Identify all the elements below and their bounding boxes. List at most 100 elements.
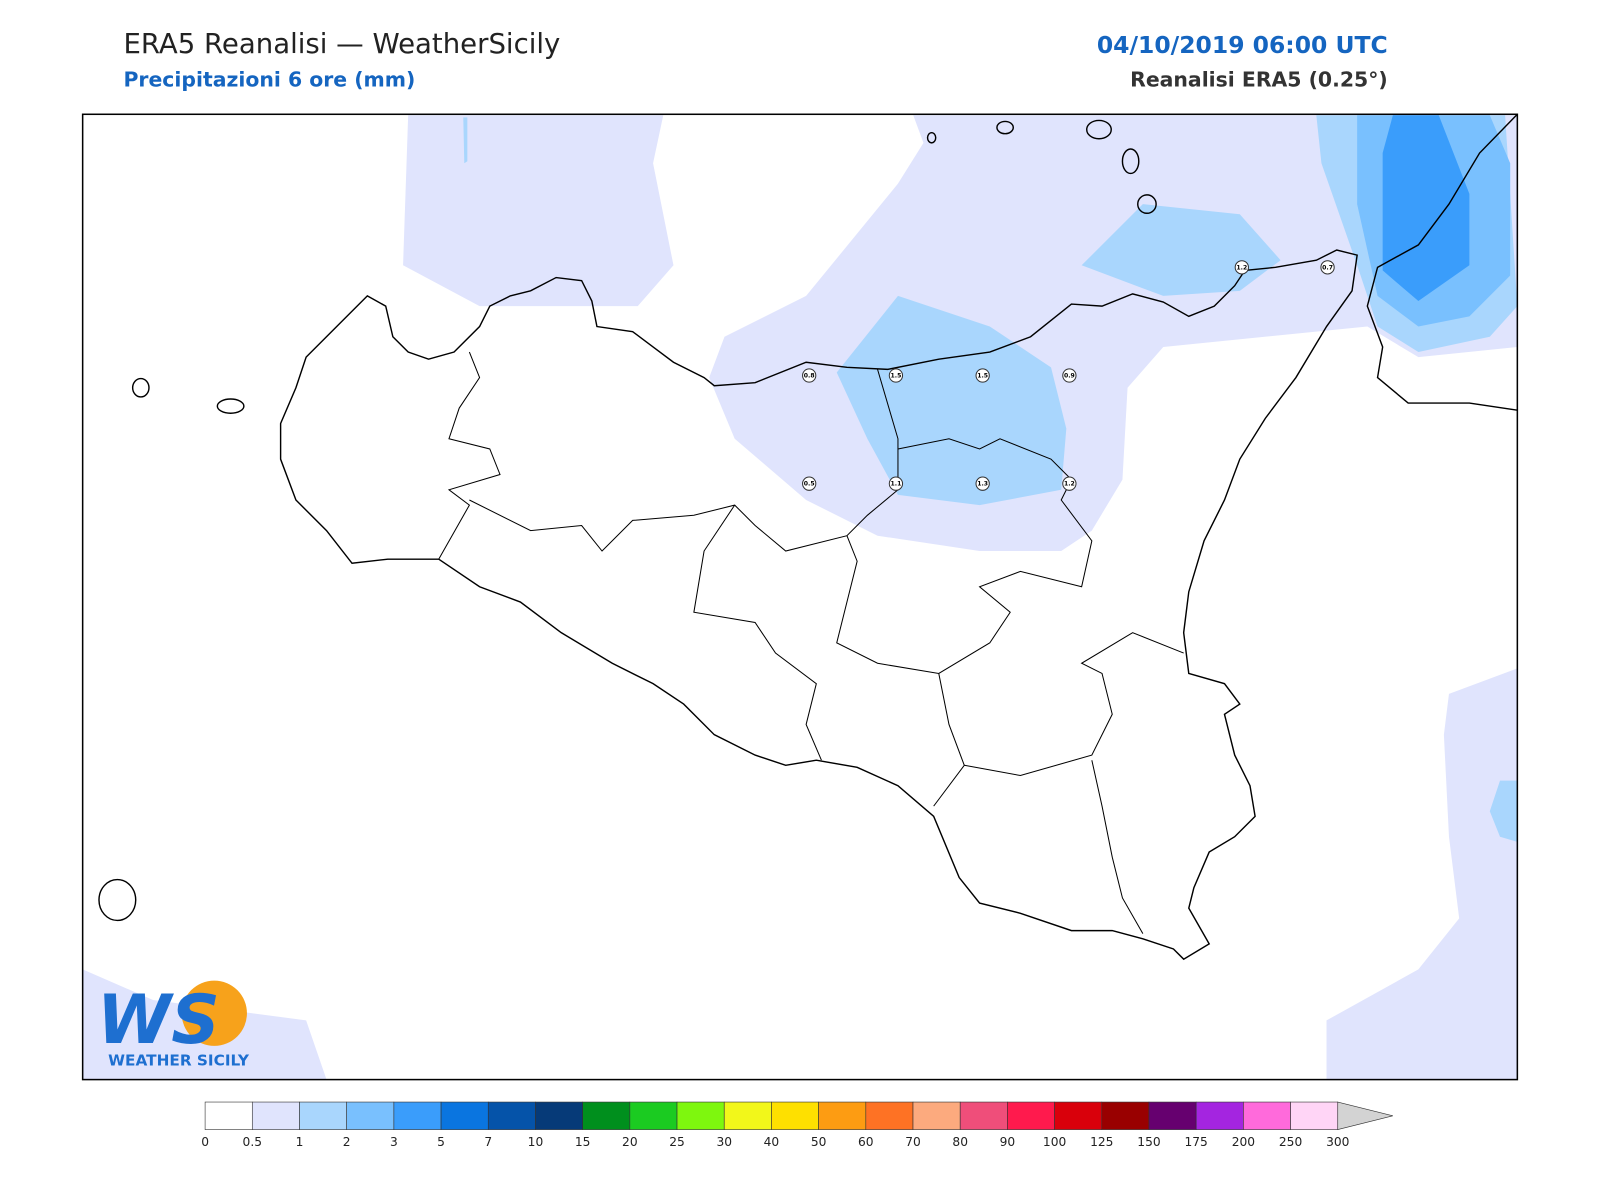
- colorbar-label: 175: [1184, 1135, 1207, 1149]
- colorbar-label: 100: [1043, 1135, 1066, 1149]
- calabria-coast: [1366, 113, 1518, 411]
- colorbar-label: 250: [1279, 1135, 1302, 1149]
- colorbar-box: [535, 1101, 583, 1130]
- colorbar-label: 300: [1326, 1135, 1349, 1149]
- border: [1091, 760, 1144, 934]
- colorbar-label: 0: [201, 1135, 209, 1149]
- colorbar-box: [204, 1101, 253, 1130]
- product: Reanalisi ERA5 (0.25°): [1130, 68, 1388, 92]
- subtitle: Precipitazioni 6 ore (mm): [123, 68, 415, 92]
- colorbar-label: 90: [1000, 1135, 1016, 1149]
- sicily-coast: [279, 249, 1358, 961]
- field-medium: [1081, 204, 1281, 296]
- field-light: [403, 115, 674, 307]
- station-value: 1.5: [977, 373, 988, 380]
- island: [131, 377, 150, 398]
- colorbar-box: [1054, 1101, 1103, 1130]
- station-marker: [1234, 260, 1249, 275]
- logo-text: WEATHER SICILY: [108, 1051, 250, 1069]
- logo-sun: [181, 980, 247, 1046]
- colorbar-label: 1: [296, 1135, 304, 1149]
- station-marker: [1062, 476, 1077, 491]
- title: ERA5 Reanalisi — WeatherSicily: [123, 28, 560, 60]
- colorbar-label: 80: [952, 1135, 968, 1149]
- station-marker: [975, 368, 990, 383]
- field-heavy: [1382, 115, 1470, 302]
- island: [1121, 148, 1140, 175]
- colorbar-box: [346, 1101, 395, 1130]
- border: [438, 351, 501, 560]
- colorbar-label: 7: [484, 1135, 492, 1149]
- island: [216, 398, 245, 414]
- station-marker: [1062, 368, 1077, 383]
- colorbar-box: [1148, 1101, 1197, 1130]
- colorbar-box: [1290, 1101, 1339, 1130]
- colorbar-label: 3: [390, 1135, 398, 1149]
- colorbar-box: [959, 1101, 1008, 1130]
- border: [836, 438, 1093, 675]
- colorbar-box: [912, 1101, 961, 1130]
- colorbar-label: 0.5: [243, 1135, 262, 1149]
- station-value: 1.3: [977, 481, 988, 488]
- colorbar-label: 2: [343, 1135, 351, 1149]
- station-marker: [888, 368, 904, 383]
- colorbar-label: 50: [811, 1135, 827, 1149]
- colorbar-box: [865, 1101, 914, 1130]
- colorbar-box: [582, 1101, 631, 1130]
- colorbar-box: [299, 1101, 347, 1130]
- colorbar-box: [1243, 1101, 1291, 1130]
- border: [693, 504, 822, 761]
- island: [98, 878, 137, 922]
- station-value: 1.5: [891, 373, 902, 380]
- station-value: 0.8: [804, 373, 815, 380]
- colorbar-box: [251, 1101, 300, 1130]
- station-marker: [975, 476, 990, 491]
- colorbar-box: [629, 1101, 678, 1130]
- border: [469, 369, 899, 552]
- colorbar-label: 10: [528, 1135, 544, 1149]
- station-marker: [888, 476, 904, 491]
- date: 04/10/2019 06:00 UTC: [1097, 31, 1388, 59]
- colorbar-label: 40: [764, 1135, 780, 1149]
- border: [964, 632, 1184, 777]
- logo-mark: WS: [97, 980, 220, 1059]
- field-medium: [1489, 780, 1518, 842]
- colorbar-box: [393, 1101, 442, 1130]
- coastline: [98, 113, 1518, 961]
- colorbar-label: 200: [1232, 1135, 1255, 1149]
- station-value: 1.1: [891, 481, 902, 488]
- colorbar-label: 25: [669, 1135, 685, 1149]
- colorbar-box: [487, 1101, 536, 1130]
- station-value: 1.2: [1064, 481, 1075, 488]
- colorbar-box: [676, 1101, 725, 1130]
- colorbar-box: [818, 1101, 867, 1130]
- station-value: 0.9: [1064, 373, 1075, 380]
- colorbar-box: [1195, 1101, 1244, 1130]
- colorbar-box: [1007, 1101, 1055, 1130]
- colorbar-label: 70: [905, 1135, 921, 1149]
- colorbar-box: [771, 1101, 819, 1130]
- island: [926, 131, 937, 144]
- island: [1137, 194, 1157, 214]
- station-value: 0.5: [804, 481, 815, 488]
- field-light: [1326, 668, 1518, 1080]
- station-labels: 1.2 0.7 0.8 1.5 1.5 0.9 0.5 1.1 1.3 1.2: [802, 260, 1335, 491]
- station-value: 0.7: [1322, 264, 1333, 271]
- colorbar-label: 150: [1137, 1135, 1160, 1149]
- colorbar-label: 30: [716, 1135, 732, 1149]
- station-marker: [802, 368, 817, 383]
- colorbar-label: 20: [622, 1135, 638, 1149]
- colorbar-box: [1101, 1101, 1150, 1130]
- field-medium: [836, 295, 1067, 506]
- field-medium: [463, 117, 468, 164]
- province-borders: [438, 351, 1184, 934]
- logo: WS WEATHER SICILY: [97, 980, 250, 1069]
- colorbar-arrow: [1337, 1101, 1393, 1130]
- colorbar-label: 5: [437, 1135, 445, 1149]
- colorbar-label: 60: [858, 1135, 874, 1149]
- border: [933, 673, 965, 807]
- station-marker: [1320, 260, 1335, 275]
- colorbar-box: [440, 1101, 489, 1130]
- precipitation-field: [82, 115, 1518, 1080]
